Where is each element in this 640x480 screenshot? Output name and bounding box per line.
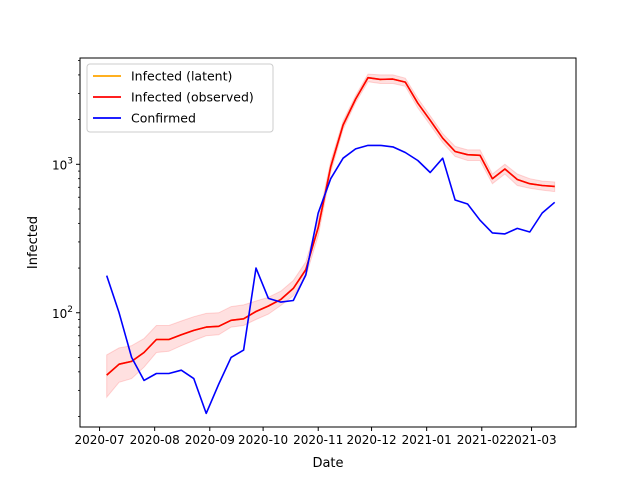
series-line-infected-observed xyxy=(106,76,555,376)
x-tick-label: 2020-12 xyxy=(346,433,396,447)
x-axis-ticks: 2020-07 2020-08 2020-09 2020-10 2020-11 2020-… xyxy=(74,427,557,447)
x-tick-label: 2021-02 xyxy=(457,433,507,447)
x-axis-label: Date xyxy=(312,456,343,471)
y-axis-label: Infected xyxy=(26,216,41,269)
x-tick-label: 2021-03 xyxy=(506,433,556,447)
y-tick-label: 102 xyxy=(52,305,73,321)
x-tick-label: 2020-11 xyxy=(293,433,343,447)
plot-frame xyxy=(79,57,577,428)
x-tick-label: 2020-07 xyxy=(74,433,124,447)
x-tick-label: 2020-09 xyxy=(185,433,235,447)
x-tick-label: 2021-01 xyxy=(402,433,452,447)
series-layer xyxy=(105,76,556,415)
y-tick-label: 103 xyxy=(52,156,73,172)
legend-label: Infected (observed) xyxy=(131,90,254,105)
y-axis-ticks: 102 103 xyxy=(52,60,80,417)
legend: Infected (latent) Infected (observed) Conf… xyxy=(86,63,274,133)
x-tick-label: 2020-10 xyxy=(238,433,288,447)
legend-label: Confirmed xyxy=(131,111,196,126)
x-tick-label: 2020-08 xyxy=(130,433,180,447)
legend-box xyxy=(86,63,274,133)
legend-entries: Infected (latent) Infected (observed) Conf… xyxy=(93,69,254,126)
legend-label: Infected (latent) xyxy=(131,69,232,84)
series-line-confirmed xyxy=(105,144,556,415)
